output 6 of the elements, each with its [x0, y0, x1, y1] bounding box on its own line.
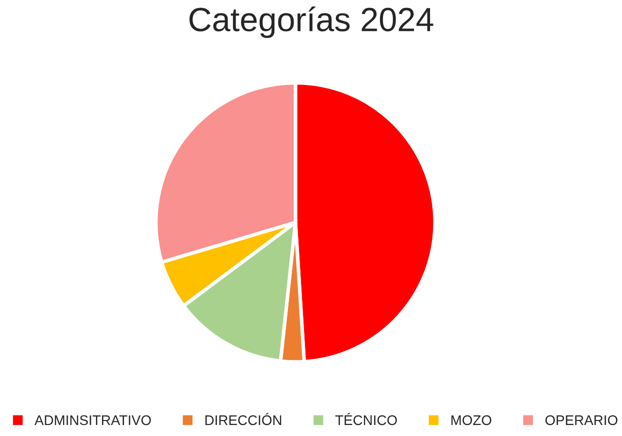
chart-title: Categorías 2024 [189, 6, 434, 38]
legend-label: MOZO [451, 415, 492, 426]
legend-label: TÉCNICO [335, 412, 397, 426]
legend-label: OPERARIO [545, 415, 618, 426]
legend-label: ADMINSITRATIVO [34, 415, 151, 426]
legend-label: DIRECCIÓN [205, 412, 282, 426]
